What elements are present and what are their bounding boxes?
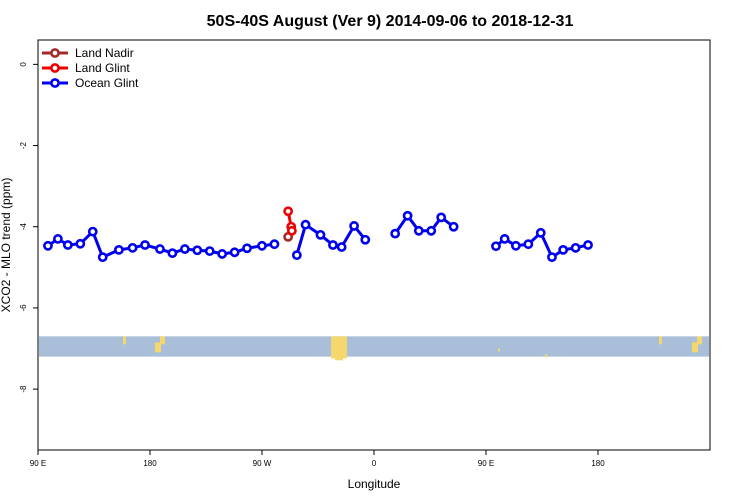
data-point bbox=[204, 246, 215, 256]
legend-swatch-marker bbox=[50, 78, 60, 88]
chart-title: 50S-40S August (Ver 9) 2014-09-06 to 201… bbox=[207, 13, 574, 30]
data-point bbox=[113, 244, 124, 255]
land-patch bbox=[545, 354, 547, 358]
y-axis-label: XCO2 - MLO trend (ppm) bbox=[0, 178, 13, 313]
legend-label: Land Glint bbox=[75, 61, 130, 75]
legend-label: Land Nadir bbox=[75, 46, 134, 60]
data-point bbox=[75, 238, 86, 249]
x-tick-label: 0 bbox=[372, 459, 377, 468]
data-point bbox=[192, 245, 203, 256]
y-tick-label: 0 bbox=[19, 62, 28, 67]
data-point bbox=[510, 240, 521, 251]
data-point bbox=[402, 210, 413, 221]
data-point bbox=[523, 239, 534, 250]
land-band bbox=[39, 336, 709, 361]
data-point bbox=[179, 244, 190, 254]
y-tick-label: -8 bbox=[19, 385, 28, 393]
data-point bbox=[140, 240, 150, 250]
x-axis: 90 E 180 90 W 0 90 E 180 bbox=[30, 450, 605, 468]
land-patch bbox=[155, 342, 161, 353]
x-tick-label: 90 E bbox=[478, 459, 494, 468]
legend-item: Land Glint bbox=[42, 61, 130, 75]
data-point bbox=[87, 226, 98, 237]
data-point bbox=[97, 252, 108, 263]
x-tick-label: 180 bbox=[143, 459, 157, 468]
data-point bbox=[283, 206, 294, 217]
x-tick-label: 90 W bbox=[253, 459, 272, 468]
x-tick-label: 180 bbox=[591, 459, 605, 468]
land-patch bbox=[331, 336, 347, 359]
land-patch bbox=[335, 356, 343, 361]
y-tick-label: -2 bbox=[19, 141, 28, 149]
data-point bbox=[360, 234, 371, 245]
ocean-band bbox=[39, 336, 709, 357]
series-layer bbox=[43, 206, 593, 263]
data-point bbox=[127, 242, 138, 253]
legend-swatch-marker bbox=[50, 63, 60, 73]
data-point bbox=[257, 240, 267, 251]
land-patch bbox=[498, 348, 500, 352]
series-ocean-glint bbox=[43, 210, 593, 263]
data-point bbox=[499, 234, 510, 244]
data-point bbox=[229, 247, 240, 258]
data-point bbox=[583, 240, 593, 250]
data-point bbox=[390, 228, 401, 239]
data-point bbox=[62, 240, 73, 250]
data-point bbox=[315, 229, 326, 240]
data-point bbox=[286, 225, 297, 236]
legend-swatch-marker bbox=[50, 48, 60, 58]
data-point bbox=[448, 221, 459, 232]
y-tick-label: -6 bbox=[19, 304, 28, 312]
data-point bbox=[349, 221, 359, 231]
land-patch bbox=[659, 336, 662, 345]
data-point bbox=[413, 225, 424, 236]
y-tick-label: -4 bbox=[19, 223, 28, 231]
data-point bbox=[217, 249, 228, 259]
data-point bbox=[291, 250, 302, 261]
data-point bbox=[426, 225, 437, 236]
data-point bbox=[491, 241, 501, 252]
land-patch bbox=[160, 336, 165, 345]
data-point bbox=[242, 243, 252, 254]
x-axis-label: Longitude bbox=[348, 477, 401, 491]
series-land-glint bbox=[283, 206, 297, 236]
data-point bbox=[336, 242, 347, 252]
data-point bbox=[167, 248, 178, 259]
x-tick-label: 90 E bbox=[30, 459, 46, 468]
data-point bbox=[436, 212, 447, 223]
land-patch bbox=[692, 342, 698, 353]
data-point bbox=[570, 242, 581, 253]
data-point bbox=[328, 240, 338, 250]
data-point bbox=[300, 219, 311, 230]
y-axis: 0 -2 -4 -6 -8 bbox=[19, 62, 38, 393]
legend-item: Land Nadir bbox=[42, 46, 134, 60]
data-point bbox=[53, 234, 63, 244]
data-point bbox=[155, 244, 165, 254]
data-point bbox=[269, 239, 280, 250]
legend-item: Ocean Glint bbox=[42, 76, 139, 90]
legend-label: Ocean Glint bbox=[75, 76, 139, 90]
land-patch bbox=[123, 336, 126, 345]
data-point bbox=[558, 244, 569, 255]
data-point bbox=[547, 252, 557, 263]
data-point bbox=[535, 227, 546, 238]
land-patch bbox=[697, 336, 702, 345]
data-point bbox=[43, 240, 53, 251]
